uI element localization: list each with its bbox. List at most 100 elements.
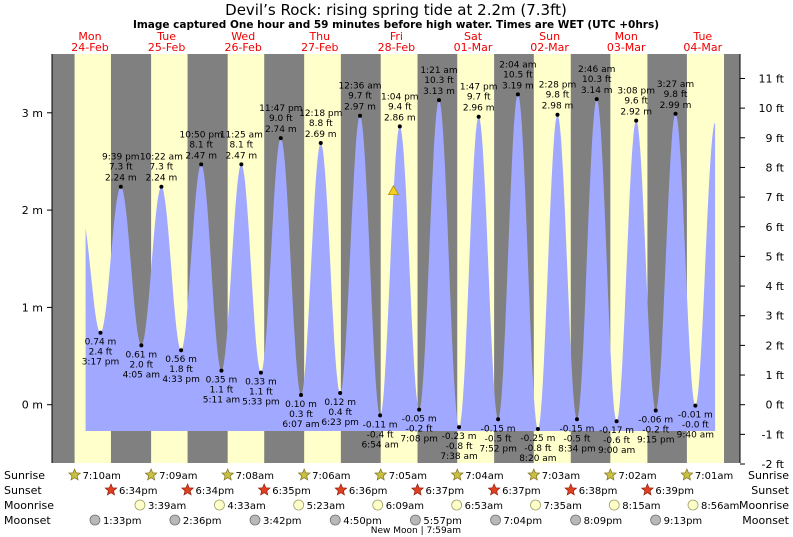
low-tide-time-label: 7:52 pm [479,444,517,454]
low-tide-m-label: 0.33 m [245,378,277,388]
high-tide-m-label: 3.14 m [581,86,613,96]
high-tide-time-label: 3:08 pm [617,87,655,97]
sunset-icon [410,483,425,496]
tide-extreme-point [299,392,304,397]
sunrise-icon [144,468,158,481]
tide-extreme-point [594,97,599,102]
low-tide-m-label: -0.15 m [559,424,594,434]
high-tide-m-label: 2.69 m [305,130,337,140]
sunset-time: 6:37pm [502,486,541,497]
date-label: 01-Mar [454,41,493,54]
tide-extreme-point [199,162,204,167]
high-tide-ft-label: 9.8 ft [664,90,688,100]
high-tide-ft-label: 8.1 ft [189,140,213,150]
low-tide-time-label: 9:15 pm [637,436,675,446]
moonset-time: 5:57pm [423,516,462,527]
sunrise-time: 7:05am [389,471,427,482]
tide-extreme-point [457,425,462,430]
low-tide-ft-label: -0.5 ft [563,434,590,444]
date-label: 27-Feb [301,41,338,54]
right-axis-tick-label: 7 ft [766,191,785,204]
low-tide-m-label: -0.01 m [678,411,713,421]
moonrise-time: 4:33am [227,501,265,512]
left-axis-tick-label: 1 m [22,301,43,314]
tide-extreme-point [159,184,164,189]
tide-extreme-point [139,343,144,348]
new-moon-label: New Moon | 7:59am [371,526,461,536]
moonset-icon [409,514,421,526]
high-tide-ft-label: 8.8 ft [309,119,333,129]
moonrise-time: 6:53am [465,501,503,512]
high-tide-m-label: 2.86 m [384,113,416,123]
sunset-time: 6:34pm [196,486,235,497]
chart-subtitle: Image captured One hour and 59 minutes b… [133,19,659,31]
sunrise-time: 7:02am [618,471,656,482]
sunset-icon [487,483,501,496]
low-tide-ft-label: 0.3 ft [289,410,313,420]
low-tide-m-label: 0.74 m [85,338,117,348]
sunset-row-label-right: Sunset [751,484,789,497]
tide-extreme-point [476,114,481,119]
moonrise-icon [451,499,463,511]
moonset-time: 2:36pm [183,516,222,527]
high-tide-m-label: 3.13 m [423,87,455,97]
date-label: 25-Feb [148,41,185,54]
tide-extreme-point [673,111,678,116]
high-tide-ft-label: 9.4 ft [388,102,412,112]
high-tide-time-label: 2:46 am [578,65,615,75]
high-tide-ft-label: 9.8 ft [546,91,570,101]
moonset-row-label-right: Moonset [742,514,789,527]
high-tide-time-label: 1:47 pm [460,83,498,93]
moonrise-time: 7:35am [544,501,582,512]
moonrise-time: 8:15am [622,501,660,512]
current-tide-marker [387,184,400,196]
tide-extreme-point [496,417,501,422]
sunrise-time: 7:10am [83,471,121,482]
low-tide-ft-label: -0.8 ft [446,442,473,452]
sunset-time: 6:35pm [272,486,311,497]
sunset-icon [640,483,654,496]
day-of-week-label: Mon [78,30,101,43]
moonset-row-label-left: Moonset [4,514,51,527]
tide-extreme-point [535,427,540,432]
moonset-icon [169,514,181,526]
tide-extreme-point [219,368,224,373]
day-of-week-label: Thu [308,30,330,43]
high-tide-time-label: 1:21 am [420,66,457,76]
low-tide-m-label: -0.25 m [520,434,555,444]
tide-extreme-point [614,419,619,424]
low-tide-m-label: -0.15 m [481,424,516,434]
low-tide-m-label: -0.05 m [402,415,437,425]
moonrise-icon [214,499,225,511]
sunrise-icon [221,468,235,481]
tide-extreme-point [98,330,103,335]
high-tide-ft-label: 7.3 ft [150,163,174,173]
moonrise-time: 8:56am [701,501,739,512]
date-label: 24-Feb [71,41,108,54]
low-tide-time-label: 7:38 am [440,452,477,462]
moonrise-icon [608,499,620,511]
sunset-time: 6:38pm [579,486,618,497]
moonset-time: 1:33pm [103,516,142,527]
moonset-icon [490,514,501,526]
sunrise-icon [374,468,388,481]
high-tide-time-label: 11:25 am [220,130,263,140]
sunrise-time: 7:04am [465,471,503,482]
moonset-time: 4:50pm [343,516,382,527]
sunrise-icon [527,468,541,481]
day-of-week-label: Tue [156,30,176,43]
low-tide-m-label: 0.10 m [285,400,317,410]
low-tide-ft-label: 1.8 ft [169,365,193,375]
low-tide-m-label: 0.35 m [206,376,238,386]
high-tide-time-label: 12:18 pm [299,109,342,119]
sunrise-row-label-left: Sunrise [4,469,45,482]
tide-extreme-point [515,92,520,97]
low-tide-time-label: 7:08 pm [400,435,438,445]
low-tide-time-label: 5:33 pm [242,398,280,408]
sunset-row-label-left: Sunset [4,484,42,497]
high-tide-time-label: 12:36 am [338,82,381,92]
sunrise-time: 7:03am [542,471,580,482]
high-tide-ft-label: 9.7 ft [348,92,372,102]
high-tide-ft-label: 7.3 ft [109,163,133,173]
